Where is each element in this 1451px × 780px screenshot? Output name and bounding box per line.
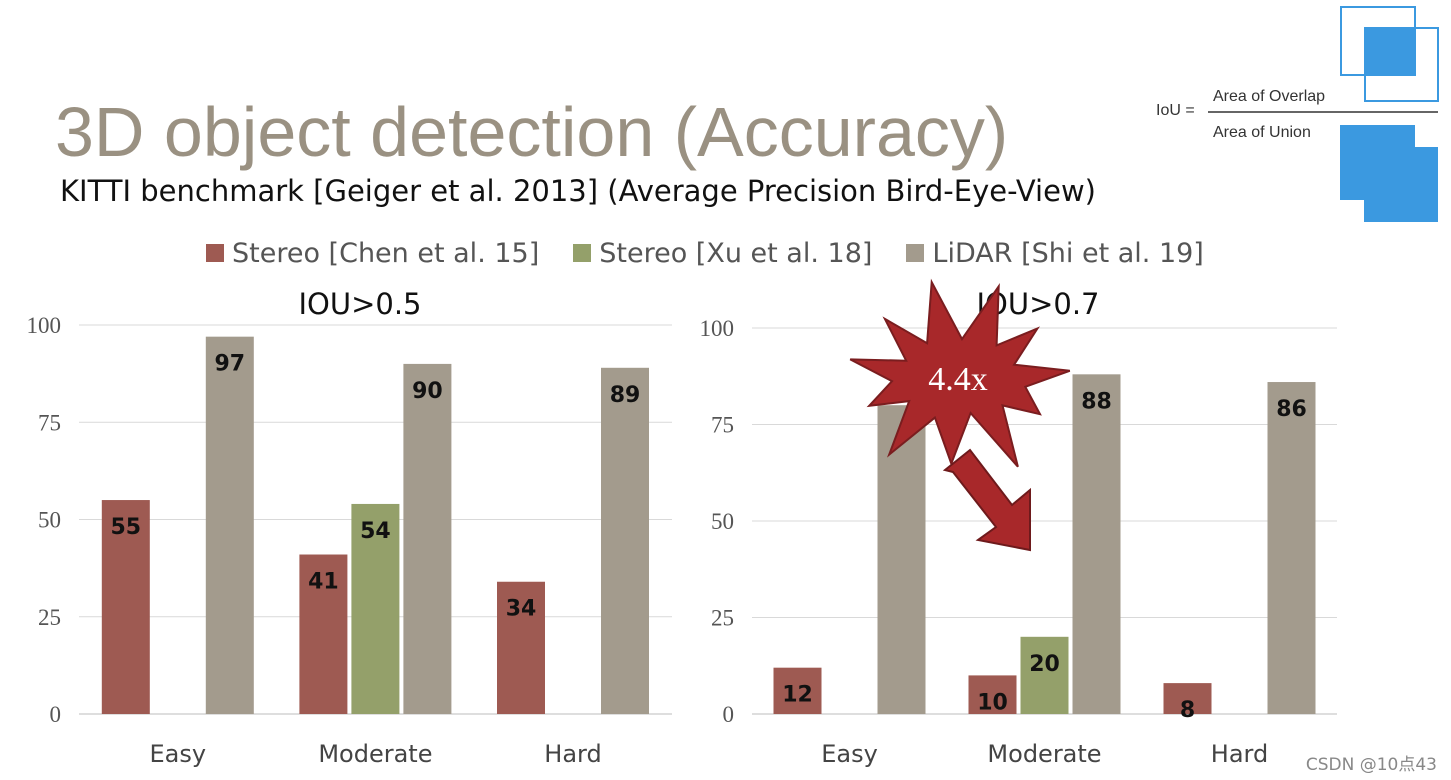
data-label: 97 bbox=[214, 352, 245, 377]
y-tick-label: 25 bbox=[711, 606, 734, 631]
iou-formula-diagram: IoU = Area of Overlap Area of Union bbox=[1150, 0, 1450, 230]
bar bbox=[1020, 636, 1069, 714]
burst-shape bbox=[849, 278, 1071, 468]
bar bbox=[1267, 382, 1316, 714]
data-label: 54 bbox=[360, 519, 391, 544]
x-tick-label: Hard bbox=[1211, 740, 1268, 768]
bar bbox=[1072, 374, 1121, 714]
data-label: 86 bbox=[1276, 397, 1307, 422]
y-tick-label: 25 bbox=[38, 605, 61, 630]
data-label: 90 bbox=[412, 379, 443, 404]
iou-lhs-label: IoU = bbox=[1156, 102, 1195, 119]
y-tick-label: 100 bbox=[27, 313, 62, 338]
legend-swatch-xu bbox=[573, 244, 592, 262]
legend-item-xu: Stereo [Xu et al. 18] bbox=[573, 238, 872, 269]
x-tick-label: Easy bbox=[150, 740, 207, 768]
bar bbox=[773, 667, 822, 714]
y-tick-label: 100 bbox=[700, 316, 735, 341]
annotation-burst: 4.4x bbox=[849, 278, 1071, 468]
iou-overlap-fill bbox=[1365, 28, 1415, 75]
legend-item-chen: Stereo [Chen et al. 15] bbox=[206, 238, 539, 269]
watermark: CSDN @10点43 bbox=[1305, 755, 1437, 775]
bar bbox=[403, 363, 452, 714]
data-label: 8 bbox=[1180, 698, 1195, 723]
legend-swatch-chen bbox=[206, 244, 224, 262]
bar bbox=[497, 581, 545, 714]
bar bbox=[351, 503, 400, 714]
annotation-arrow bbox=[942, 448, 1031, 552]
bar bbox=[101, 500, 150, 714]
slide-subtitle: KITTI benchmark [Geiger et al. 2013] (Av… bbox=[60, 174, 1096, 208]
chart-legend: Stereo [Chen et al. 15] Stereo [Xu et al… bbox=[206, 236, 1238, 270]
bar bbox=[877, 405, 926, 714]
y-tick-label: 50 bbox=[711, 509, 734, 534]
legend-label-shi: LiDAR [Shi et al. 19] bbox=[932, 237, 1204, 269]
data-label: 20 bbox=[1029, 652, 1060, 677]
data-label: 10 bbox=[977, 690, 1008, 715]
y-tick-label: 75 bbox=[38, 410, 61, 435]
legend-label-xu: Stereo [Xu et al. 18] bbox=[599, 237, 873, 269]
iou-overlap-box-b bbox=[1364, 27, 1439, 102]
legend-item-shi: LiDAR [Shi et al. 19] bbox=[906, 237, 1204, 269]
data-label: 12 bbox=[782, 683, 813, 708]
data-label: 55 bbox=[110, 515, 141, 540]
iou-union-shape bbox=[1340, 125, 1438, 222]
bar bbox=[968, 675, 1017, 714]
x-tick-label: Moderate bbox=[987, 740, 1101, 768]
legend-label-chen: Stereo [Chen et al. 15] bbox=[232, 237, 540, 269]
burst-label: 4.4x bbox=[928, 361, 988, 398]
iou-numerator-label: Area of Overlap bbox=[1213, 88, 1326, 105]
x-tick-label: Easy bbox=[821, 740, 878, 768]
chart-2: 0255075100IOU>0.712Easy102088Moderate886… bbox=[700, 287, 1337, 768]
y-tick-label: 0 bbox=[723, 702, 735, 727]
y-tick-label: 75 bbox=[711, 413, 734, 438]
data-label: 41 bbox=[308, 570, 339, 595]
chart-title: IOU>0.5 bbox=[298, 287, 421, 321]
slide-title: 3D object detection (Accuracy) bbox=[55, 93, 1009, 171]
y-tick-label: 50 bbox=[38, 508, 61, 533]
x-tick-label: Hard bbox=[544, 740, 601, 768]
iou-boxes-graphic bbox=[1208, 6, 1439, 222]
data-label: 89 bbox=[610, 383, 641, 408]
bar bbox=[299, 554, 348, 714]
bar bbox=[205, 336, 254, 714]
iou-denominator-label: Area of Union bbox=[1213, 124, 1311, 141]
y-tick-label: 0 bbox=[50, 702, 62, 727]
bar bbox=[1163, 683, 1212, 714]
bar bbox=[601, 367, 649, 714]
legend-swatch-shi bbox=[906, 244, 925, 262]
chart-1: 0 25 50 75 100 IOU>0.5 55 97 Easy 41 54 90 Moderate 3… bbox=[27, 287, 672, 768]
x-tick-label: Moderate bbox=[318, 740, 432, 768]
data-label: 34 bbox=[506, 597, 537, 622]
data-label: 88 bbox=[1081, 389, 1112, 414]
